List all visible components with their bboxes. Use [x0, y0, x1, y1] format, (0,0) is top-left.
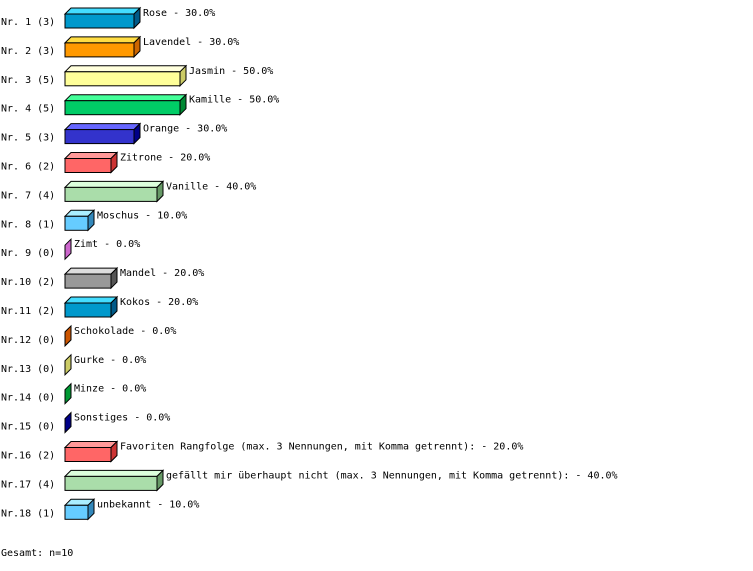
category-label: Nr. 2 (3) [1, 46, 55, 57]
bar [64, 186, 158, 202]
bar-top [63, 7, 142, 15]
category-label: Nr.14 (0) [1, 393, 55, 404]
bar-value-label: Rose - 30.0% [143, 8, 215, 19]
category-label: Nr. 8 (1) [1, 219, 55, 230]
category-label: Nr. 6 (2) [1, 162, 55, 173]
bar-top [63, 123, 142, 131]
bar-value-label: Minze - 0.0% [74, 384, 146, 395]
bar-top [63, 469, 165, 477]
bar [64, 42, 135, 58]
bar [64, 504, 89, 520]
bar-top [63, 267, 119, 275]
bar-top [63, 152, 119, 159]
category-label: Nr. 7 (4) [1, 190, 55, 201]
bar [64, 129, 135, 145]
bar [64, 353, 72, 377]
bar-value-label: unbekannt - 10.0% [97, 499, 199, 510]
category-label: Nr. 9 (0) [1, 248, 55, 259]
bar-top [63, 65, 188, 73]
category-label: Nr.18 (1) [1, 508, 55, 519]
bar-value-label: Jasmin - 50.0% [189, 66, 273, 77]
bar-top [63, 36, 142, 44]
bar [64, 215, 89, 231]
bar-value-label: Zimt - 0.0% [74, 239, 140, 250]
bar-top [63, 296, 119, 304]
bar-value-label: Favoriten Rangfolge (max. 3 Nennungen, m… [120, 442, 523, 453]
bar [64, 273, 112, 289]
category-label: Nr. 1 (3) [1, 17, 55, 28]
bar-value-label: Orange - 30.0% [143, 124, 227, 135]
category-label: Nr.12 (0) [1, 335, 55, 346]
total-count: Gesamt: n=10 [1, 548, 74, 559]
bar-value-label: Kokos - 20.0% [120, 297, 198, 308]
category-label: Nr. 4 (5) [1, 104, 55, 115]
bar [64, 447, 112, 462]
bar-value-label: Moschus - 10.0% [97, 210, 187, 221]
bar [64, 382, 72, 405]
category-label: Nr.10 (2) [1, 277, 55, 288]
bar-value-label: Kamille - 50.0% [189, 95, 279, 106]
bar [64, 237, 72, 261]
category-label: Nr. 5 (3) [1, 133, 55, 144]
category-label: Nr. 3 (5) [1, 75, 55, 86]
bar [64, 302, 112, 318]
bar-value-label: Zitrone - 20.0% [120, 153, 210, 164]
bar-value-label: Lavendel - 30.0% [143, 37, 239, 48]
bar [64, 158, 112, 173]
category-label: Nr.17 (4) [1, 479, 55, 490]
bar-top [63, 180, 165, 188]
bar-value-label: Gurke - 0.0% [74, 355, 146, 366]
bar-value-label: Sonstiges - 0.0% [74, 413, 170, 424]
category-label: Nr.13 (0) [1, 364, 55, 375]
bar-top [63, 441, 119, 448]
category-label: Nr.11 (2) [1, 306, 55, 317]
bar [64, 71, 181, 87]
bar [64, 324, 72, 348]
bar [64, 475, 158, 491]
bar-value-label: gefällt mir überhaupt nicht (max. 3 Nenn… [166, 470, 618, 481]
bar [64, 411, 72, 434]
bar [64, 100, 181, 116]
bar [64, 13, 135, 29]
category-label: Nr.15 (0) [1, 422, 55, 433]
category-label: Nr.16 (2) [1, 451, 55, 462]
bar-value-label: Schokolade - 0.0% [74, 326, 176, 337]
bar-top [63, 94, 188, 102]
bar-value-label: Vanille - 40.0% [166, 181, 256, 192]
bar-value-label: Mandel - 20.0% [120, 268, 204, 279]
